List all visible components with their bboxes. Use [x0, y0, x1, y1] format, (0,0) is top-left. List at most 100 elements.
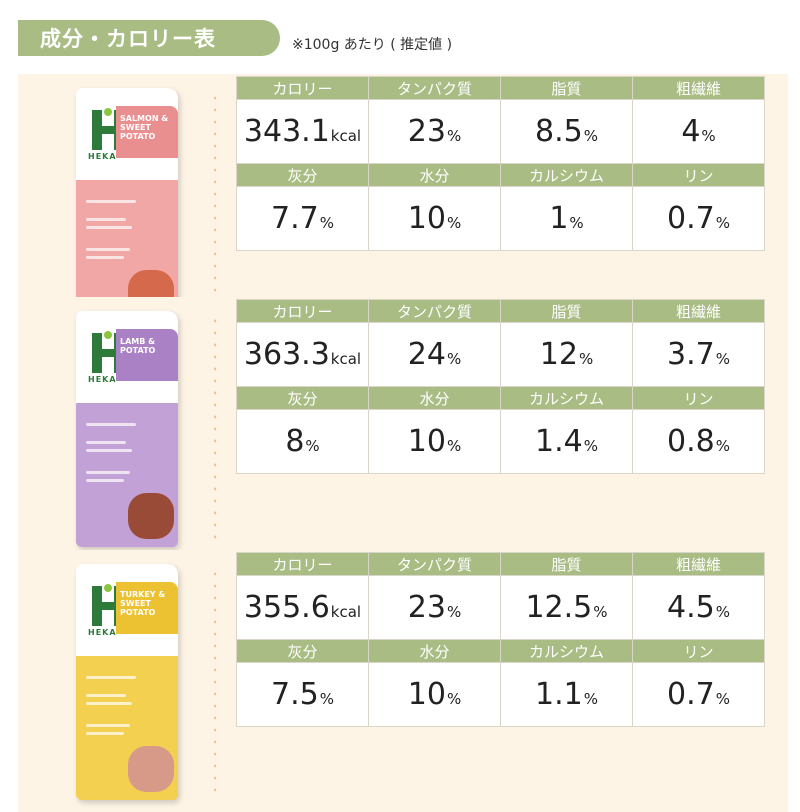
- nutrient-value: 4: [681, 114, 701, 149]
- nutrient-label: カロリー: [236, 76, 369, 100]
- nutrient-value: 363.3: [243, 337, 330, 372]
- nutrient-cell: 12.5%: [500, 575, 633, 640]
- nutrient-unit: %: [583, 437, 598, 455]
- nutrient-label: リン: [632, 163, 765, 187]
- nutrient-label: 灰分: [236, 163, 369, 187]
- nutrient-unit: %: [569, 214, 584, 232]
- nutrient-value: 10: [407, 424, 446, 459]
- nutrient-label: カロリー: [236, 552, 369, 576]
- nutrient-cell: 3.7%: [632, 322, 765, 387]
- nutrient-unit: %: [715, 690, 730, 708]
- product-section: HEKA TURKEY & SWEET POTATO カロリー タンパク質 脂質 粗繊維 3…: [18, 550, 788, 812]
- nutrient-cell: 343.1kcal: [236, 99, 369, 164]
- page-title: 成分・カロリー表: [18, 20, 280, 56]
- bag-brand: HEKA: [88, 628, 117, 637]
- product-bag-image: HEKA LAMB & POTATO: [70, 311, 190, 547]
- nutrient-header-row: カロリー タンパク質 脂質 粗繊維: [236, 76, 765, 100]
- product-bag-image: HEKA SALMON & SWEET POTATO: [70, 88, 190, 324]
- nutrient-value: 343.1: [243, 114, 330, 149]
- nutrient-unit: %: [319, 690, 334, 708]
- nutrient-unit: %: [583, 690, 598, 708]
- nutrient-unit: %: [319, 214, 334, 232]
- nutrient-cell: 7.7%: [236, 186, 369, 251]
- nutrient-unit: %: [305, 437, 320, 455]
- food-photo: [128, 493, 174, 539]
- nutrient-cell: 8.5%: [500, 99, 633, 164]
- nutrient-label: タンパク質: [368, 299, 501, 323]
- bag-brand: HEKA: [88, 152, 117, 161]
- nutrient-cell: 1.1%: [500, 662, 633, 727]
- nutrient-label: カルシウム: [500, 386, 633, 410]
- nutrient-value: 10: [407, 201, 446, 236]
- nutrient-value: 1.1: [535, 677, 583, 712]
- nutrient-value: 0.8: [667, 424, 715, 459]
- nutrient-value: 0.7: [667, 201, 715, 236]
- nutrient-value: 3.7: [667, 337, 715, 372]
- nutrient-unit: %: [446, 127, 462, 145]
- nutrient-cell: 8%: [236, 409, 369, 474]
- nutrient-label: カルシウム: [500, 639, 633, 663]
- nutrient-table: カロリー タンパク質 脂質 粗繊維 363.3kcal 24% 12% 3.7% 灰分 水分 カルシ…: [236, 299, 765, 474]
- nutrient-value-row: 7.7% 10% 1% 0.7%: [236, 186, 765, 251]
- nutrient-cell: 23%: [368, 99, 501, 164]
- nutrient-cell: 10%: [368, 662, 501, 727]
- nutrient-value: 0.7: [667, 677, 715, 712]
- nutrient-value: 355.6: [243, 590, 330, 625]
- food-photo: [128, 746, 174, 792]
- nutrient-label: リン: [632, 386, 765, 410]
- product-bag-image: HEKA TURKEY & SWEET POTATO: [70, 564, 190, 800]
- nutrient-unit: kcal: [330, 603, 362, 621]
- nutrient-unit: %: [446, 603, 462, 621]
- nutrient-cell: 355.6kcal: [236, 575, 369, 640]
- nutrient-cell: 7.5%: [236, 662, 369, 727]
- nutrient-cell: 0.7%: [632, 186, 765, 251]
- nutrient-unit: %: [715, 603, 730, 621]
- nutrient-cell: 12%: [500, 322, 633, 387]
- nutrient-label: 粗繊維: [632, 299, 765, 323]
- nutrient-unit: %: [446, 437, 462, 455]
- bag-product-name: TURKEY & SWEET POTATO: [120, 590, 166, 617]
- nutrient-value: 12.5: [525, 590, 593, 625]
- nutrient-value-row: 343.1kcal 23% 8.5% 4%: [236, 99, 765, 164]
- nutrient-header-row: カロリー タンパク質 脂質 粗繊維: [236, 552, 765, 576]
- nutrient-unit: %: [715, 350, 730, 368]
- nutrient-label: タンパク質: [368, 76, 501, 100]
- nutrient-unit: %: [715, 214, 730, 232]
- nutrient-unit: %: [701, 127, 716, 145]
- nutrient-label: 水分: [368, 386, 501, 410]
- nutrient-cell: 24%: [368, 322, 501, 387]
- nutrient-value-row: 7.5% 10% 1.1% 0.7%: [236, 662, 765, 727]
- nutrient-label: リン: [632, 639, 765, 663]
- nutrient-unit: %: [446, 350, 462, 368]
- nutrient-value: 23: [407, 590, 446, 625]
- nutrient-label: 灰分: [236, 386, 369, 410]
- nutrient-value: 23: [407, 114, 446, 149]
- nutrient-cell: 23%: [368, 575, 501, 640]
- nutrient-cell: 363.3kcal: [236, 322, 369, 387]
- nutrient-header-row: 灰分 水分 カルシウム リン: [236, 639, 765, 663]
- nutrient-cell: 10%: [368, 186, 501, 251]
- nutrient-value: 8: [285, 424, 305, 459]
- nutrient-unit: kcal: [330, 127, 362, 145]
- nutrient-value: 1: [549, 201, 569, 236]
- nutrient-table: カロリー タンパク質 脂質 粗繊維 343.1kcal 23% 8.5% 4% 灰分 水分 カルシウ…: [236, 76, 765, 251]
- nutrient-header-row: カロリー タンパク質 脂質 粗繊維: [236, 299, 765, 323]
- nutrient-value: 12: [539, 337, 578, 372]
- nutrient-value: 7.7: [271, 201, 319, 236]
- nutrient-label: タンパク質: [368, 552, 501, 576]
- bag-product-name: SALMON & SWEET POTATO: [120, 114, 169, 141]
- nutrient-header-row: 灰分 水分 カルシウム リン: [236, 386, 765, 410]
- nutrient-value: 8.5: [535, 114, 583, 149]
- nutrient-label: 脂質: [500, 552, 633, 576]
- bag-brand: HEKA: [88, 375, 117, 384]
- nutrient-table: カロリー タンパク質 脂質 粗繊維 355.6kcal 23% 12.5% 4.5% 灰分 水分カ…: [236, 552, 765, 727]
- dotted-divider: [214, 315, 216, 545]
- dotted-divider: [214, 568, 216, 798]
- nutrient-cell: 1.4%: [500, 409, 633, 474]
- nutrient-cell: 1%: [500, 186, 633, 251]
- bag-product-name: LAMB & POTATO: [120, 337, 156, 355]
- nutrient-value-row: 363.3kcal 24% 12% 3.7%: [236, 322, 765, 387]
- nutrient-value: 10: [407, 677, 446, 712]
- nutrient-label: 水分: [368, 163, 501, 187]
- nutrient-unit: kcal: [330, 350, 362, 368]
